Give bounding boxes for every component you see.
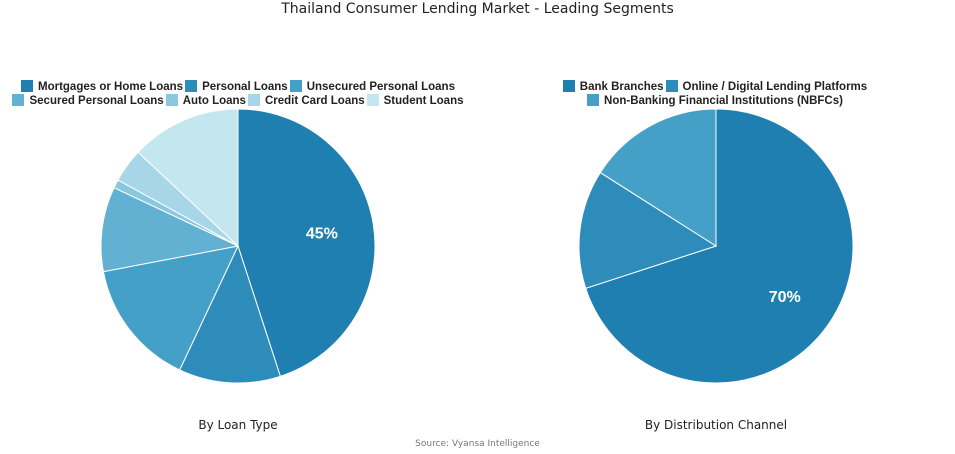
pie-slice (100, 187, 240, 273)
data-label: 45% (306, 226, 338, 243)
legend-item: Unsecured Personal Loans (289, 80, 455, 94)
legend-item: Bank Branches (562, 80, 664, 94)
legend-label: Online / Digital Lending Platforms (682, 81, 868, 93)
legend-label: Non-Banking Financial Institutions (NBFC… (604, 95, 843, 107)
legend-label: Credit Card Loans (264, 95, 365, 107)
legend-label: Secured Personal Loans (29, 95, 164, 107)
pie-slice (578, 171, 718, 289)
pie-slice (585, 108, 854, 384)
legend-swatch-icon (21, 80, 33, 92)
legend-label: Auto Loans (182, 95, 246, 107)
legend-swatch-icon (562, 80, 575, 92)
chart-title: Thailand Consumer Lending Market - Leadi… (281, 1, 674, 17)
legend-swatch-icon (587, 94, 600, 106)
legend-label: Personal Loans (202, 81, 288, 93)
legend-swatch-icon (247, 94, 260, 106)
legend-swatch-icon (185, 80, 198, 92)
legend-item: Credit Card Loans (247, 94, 365, 108)
legend-label: Student Loans (383, 95, 464, 107)
legend-label: Bank Branches (579, 81, 664, 93)
pie-slice (237, 108, 376, 377)
legend-swatch-icon (12, 94, 25, 106)
legend-item: Auto Loans (165, 94, 246, 108)
pie-slice (137, 108, 239, 248)
source-note: Source: Vyansa Intelligence (415, 439, 540, 449)
pie-chart-loan-type: 45% (100, 108, 376, 384)
legend-label: Mortgages or Home Loans (38, 81, 184, 93)
pie-chart-distribution-channel: 70% (578, 108, 854, 384)
legend-loan-type: Mortgages or Home Loans Personal Loans Uns… (8, 80, 470, 108)
subtitle-distribution-channel: By Distribution Channel (644, 418, 788, 432)
legend-item: Student Loans (366, 94, 464, 108)
subtitle-loan-type: By Loan Type (198, 418, 278, 432)
pie-slice (102, 245, 239, 371)
legend-item: Secured Personal Loans (12, 94, 164, 108)
legend-swatch-icon (165, 94, 178, 106)
legend-swatch-icon (665, 80, 678, 92)
pie-slice (179, 244, 281, 384)
data-label: 70% (769, 289, 801, 306)
legend-swatch-icon (289, 80, 302, 92)
legend-item: Mortgages or Home Loans (21, 80, 183, 94)
legend-label: Unsecured Personal Loans (306, 81, 455, 93)
legend-swatch-icon (366, 94, 379, 106)
legend-item: Personal Loans (185, 80, 288, 94)
legend-distribution-channel: Bank Branches Online / Digital Lending Pl… (555, 80, 877, 108)
legend-item: Online / Digital Lending Platforms (665, 80, 868, 94)
legend-item: Non-Banking Financial Institutions (NBFC… (587, 94, 843, 108)
pie-slice (599, 108, 717, 247)
